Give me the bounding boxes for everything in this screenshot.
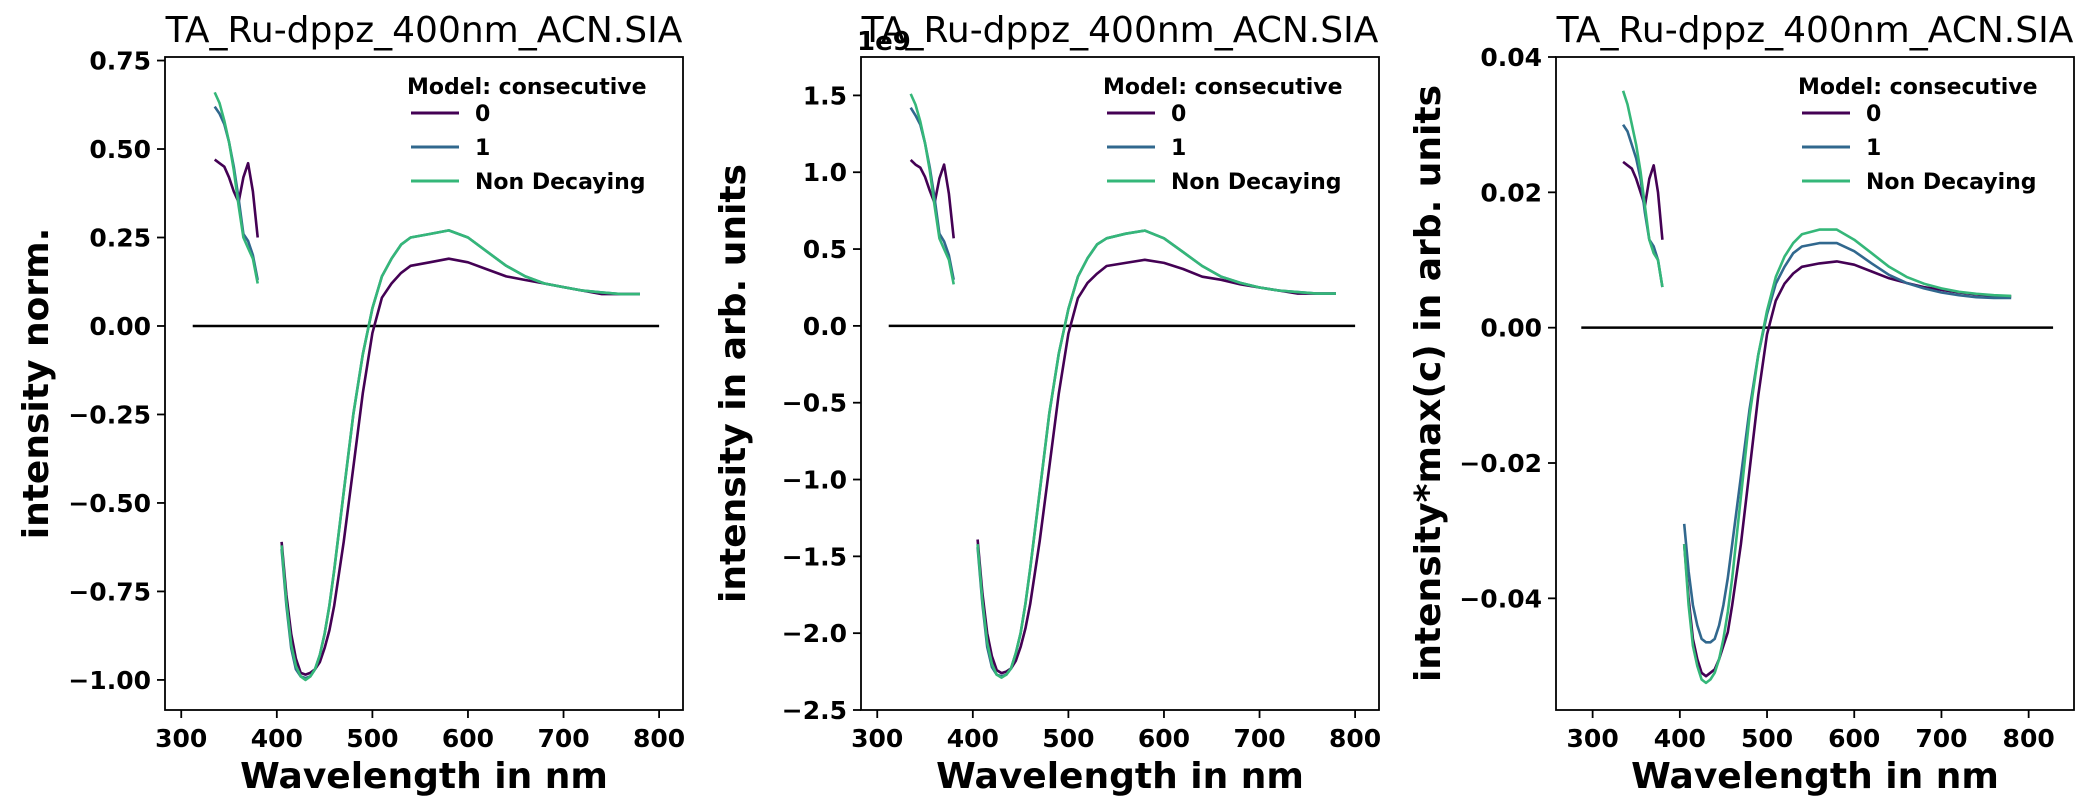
x-tick-label: 700 bbox=[1915, 724, 1967, 753]
legend-entry-label: 1 bbox=[1171, 136, 1186, 161]
legend-title: Model: consecutive bbox=[407, 75, 647, 100]
x-tick-label: 300 bbox=[1567, 724, 1619, 753]
x-tick-label: 300 bbox=[851, 724, 903, 753]
y-axis-label: intensity in arb. units bbox=[713, 164, 754, 603]
y-tick-label: −0.25 bbox=[68, 400, 151, 429]
chart-title: TA_Ru-dppz_400nm_ACN.SIA bbox=[165, 10, 683, 51]
series-group bbox=[909, 93, 1336, 680]
y-tick-label: −0.04 bbox=[1459, 584, 1542, 613]
x-tick-label: 800 bbox=[2003, 724, 2055, 753]
x-tick-label: 600 bbox=[1828, 724, 1880, 753]
series-line-0-seg1 bbox=[909, 158, 955, 239]
axes-frame bbox=[860, 56, 1380, 711]
series-line-0-seg2 bbox=[976, 258, 1336, 675]
y-axis-label: intensity*max(c) in arb. units bbox=[1408, 85, 1449, 682]
x-axis-label: Wavelength in nm bbox=[1631, 756, 1999, 797]
x-tick-label: 400 bbox=[251, 724, 303, 753]
x-tick-label: 700 bbox=[537, 724, 589, 753]
y-tick-label: −1.5 bbox=[782, 542, 847, 571]
y-tick-label: 0.00 bbox=[1480, 314, 1542, 343]
series-line-1-seg1 bbox=[1622, 123, 1664, 288]
x-tick-label: 800 bbox=[633, 724, 685, 753]
y-tick-label: 1.0 bbox=[803, 158, 847, 187]
y-tick-label: −0.75 bbox=[68, 577, 151, 606]
y-tick-label: 0.04 bbox=[1480, 43, 1542, 72]
y-tick-label: 1.5 bbox=[803, 81, 847, 110]
series-line-1-seg2 bbox=[976, 229, 1336, 678]
chart-panel-1: 300 400 500 600 700 800 −1.00 −0.75 −0.50 −0.25 0.… bbox=[16, 10, 685, 797]
y-tick-label: −0.50 bbox=[68, 489, 151, 518]
chart-title: TA_Ru-dppz_400nm_ACN.SIA bbox=[861, 10, 1379, 51]
series-line-non-decaying-seg1 bbox=[213, 91, 259, 284]
series-line-0-seg1 bbox=[213, 158, 259, 238]
x-axis-label: Wavelength in nm bbox=[936, 756, 1304, 797]
x-axis-label: Wavelength in nm bbox=[240, 756, 608, 797]
x-tick-label: 300 bbox=[155, 724, 207, 753]
axes-frame bbox=[164, 56, 684, 711]
series-group bbox=[1621, 90, 2012, 685]
legend-entry-label: 0 bbox=[1866, 102, 1881, 127]
x-tick-label: 600 bbox=[442, 724, 494, 753]
series-line-non-decaying-seg2 bbox=[1682, 228, 2012, 685]
axes-frame bbox=[1555, 56, 2075, 711]
x-tick-label: 800 bbox=[1329, 724, 1381, 753]
series-line-non-decaying-seg1 bbox=[1621, 90, 1664, 288]
legend-title: Model: consecutive bbox=[1798, 75, 2038, 100]
series-line-0-seg2 bbox=[1682, 260, 2012, 678]
y-tick-label: −2.5 bbox=[782, 696, 847, 725]
x-tick-label: 400 bbox=[1654, 724, 1706, 753]
legend-entry-label: Non Decaying bbox=[475, 170, 646, 195]
y-tick-label: −0.02 bbox=[1459, 449, 1542, 478]
x-tick-label: 400 bbox=[947, 724, 999, 753]
chart-panel-3: 300 400 500 600 700 800 −0.04 −0.02 0.00 0.02 0.04… bbox=[1408, 10, 2075, 797]
x-tick-label: 700 bbox=[1233, 724, 1285, 753]
legend-entry-label: 0 bbox=[475, 102, 490, 127]
y-tick-label: 0.00 bbox=[89, 312, 151, 341]
y-tick-label: −2.0 bbox=[782, 619, 847, 648]
legend-entry-label: Non Decaying bbox=[1866, 170, 2037, 195]
series-group bbox=[213, 91, 640, 682]
chart-title: TA_Ru-dppz_400nm_ACN.SIA bbox=[1556, 10, 2074, 51]
y-tick-label: 0.75 bbox=[89, 47, 151, 76]
y-tick-label: 0.50 bbox=[89, 135, 151, 164]
series-line-1-seg2 bbox=[280, 229, 640, 680]
x-tick-label: 500 bbox=[1741, 724, 1793, 753]
legend-entry-label: 1 bbox=[1866, 136, 1881, 161]
y-tick-label: 0.25 bbox=[89, 224, 151, 253]
y-tick-label: −1.0 bbox=[782, 466, 847, 495]
y-axis-label: intensity norm. bbox=[16, 228, 57, 540]
chart-panel-2: 300 400 500 600 700 800 −2.5 −2.0 −1.5 −1.0 −0.5 0.… bbox=[713, 10, 1381, 797]
legend-title: Model: consecutive bbox=[1103, 75, 1343, 100]
legend-entry-label: Non Decaying bbox=[1171, 170, 1342, 195]
series-line-0-seg2 bbox=[280, 257, 640, 676]
legend-entry-label: 0 bbox=[1171, 102, 1186, 127]
series-line-non-decaying-seg1 bbox=[909, 93, 955, 285]
y-tick-label: 0.0 bbox=[803, 312, 847, 341]
x-tick-label: 500 bbox=[346, 724, 398, 753]
y-tick-label: −1.00 bbox=[68, 666, 151, 695]
x-tick-label: 500 bbox=[1042, 724, 1094, 753]
x-tick-label: 600 bbox=[1138, 724, 1190, 753]
y-offset-text: 1e9 bbox=[857, 27, 911, 57]
y-tick-label: 0.02 bbox=[1480, 178, 1542, 207]
series-line-non-decaying-seg2 bbox=[280, 229, 640, 682]
legend-entry-label: 1 bbox=[475, 136, 490, 161]
y-tick-label: −0.5 bbox=[782, 389, 847, 418]
series-line-1-seg2 bbox=[1682, 241, 2012, 644]
y-tick-label: 0.5 bbox=[803, 235, 847, 264]
series-line-non-decaying-seg2 bbox=[976, 229, 1336, 680]
